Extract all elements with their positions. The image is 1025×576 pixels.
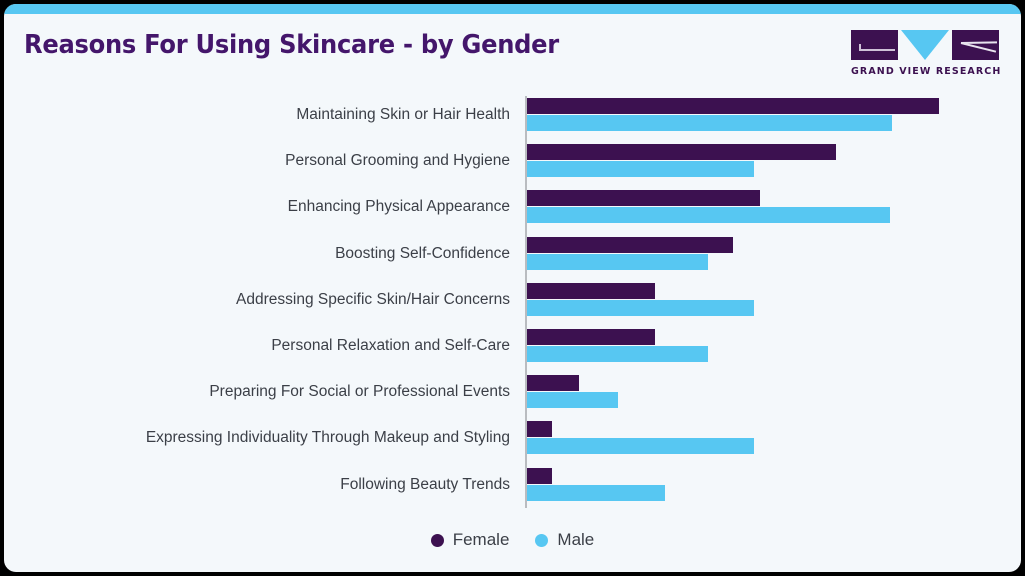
bar-male[interactable] xyxy=(527,438,754,455)
category-label: Addressing Specific Skin/Hair Concerns xyxy=(236,290,510,308)
logo-block-left-icon xyxy=(851,30,898,60)
bar-female[interactable] xyxy=(527,421,552,438)
legend-item-male[interactable]: Male xyxy=(535,530,594,550)
logo-block-right-icon xyxy=(952,30,999,60)
bar-female[interactable] xyxy=(527,467,552,484)
chart-row: Addressing Specific Skin/Hair Concerns xyxy=(4,277,1021,323)
category-label: Expressing Individuality Through Makeup … xyxy=(145,429,510,447)
bar-group xyxy=(527,282,997,317)
bar-female[interactable] xyxy=(527,375,579,392)
bar-rows: Maintaining Skin or Hair Health Personal … xyxy=(4,92,1021,512)
bar-group xyxy=(527,467,997,502)
bar-male[interactable] xyxy=(527,253,709,270)
chart-row: Personal Relaxation and Self-Care xyxy=(4,323,1021,369)
chart-row: Expressing Individuality Through Makeup … xyxy=(4,415,1021,461)
bar-male[interactable] xyxy=(527,115,892,132)
chart-header: Reasons For Using Skincare - by Gender G… xyxy=(4,14,1021,82)
bar-group xyxy=(527,329,997,363)
logo-left-vertical-line xyxy=(859,44,861,51)
chart-row: Boosting Self-Confidence xyxy=(4,231,1021,277)
chart-legend: Female Male xyxy=(4,520,1021,560)
category-label: Preparing For Social or Professional Eve… xyxy=(209,383,510,401)
category-label: Enhancing Physical Appearance xyxy=(287,198,510,216)
top-accent-bar xyxy=(4,4,1021,14)
bar-female[interactable] xyxy=(527,236,733,253)
legend-label: Male xyxy=(557,530,595,549)
chart-row: Following Beauty Trends xyxy=(4,462,1021,508)
category-label: Following Beauty Trends xyxy=(340,475,510,493)
bar-female[interactable] xyxy=(527,190,760,207)
legend-swatch-icon xyxy=(430,533,444,547)
bar-group xyxy=(527,236,997,271)
bar-male[interactable] xyxy=(527,346,709,363)
legend-item-female[interactable]: Female xyxy=(430,530,510,550)
bar-group xyxy=(527,421,997,455)
bar-male[interactable] xyxy=(527,207,890,224)
bar-female[interactable] xyxy=(527,329,655,346)
category-label: Personal Grooming and Hygiene xyxy=(285,152,510,170)
bar-group xyxy=(527,98,997,132)
chart-row: Preparing For Social or Professional Eve… xyxy=(4,369,1021,415)
category-label: Personal Relaxation and Self-Care xyxy=(271,337,510,355)
logo-marks xyxy=(851,28,999,62)
bar-male[interactable] xyxy=(527,161,754,178)
chart-row: Maintaining Skin or Hair Health xyxy=(4,92,1021,138)
chart-row: Enhancing Physical Appearance xyxy=(4,184,1021,230)
bar-female[interactable] xyxy=(527,144,836,161)
plot-area: Maintaining Skin or Hair Health Personal … xyxy=(4,92,1021,512)
bar-male[interactable] xyxy=(527,484,666,501)
category-label: Boosting Self-Confidence xyxy=(335,244,510,262)
bar-female[interactable] xyxy=(527,98,939,115)
bar-group xyxy=(527,190,997,224)
grand-view-research-logo: GRAND VIEW RESEARCH xyxy=(851,28,1002,84)
logo-right-diagonal-line-2 xyxy=(960,41,998,44)
category-axis-line xyxy=(525,96,527,508)
logo-left-horizontal-line xyxy=(859,49,895,51)
logo-wordmark: GRAND VIEW RESEARCH xyxy=(851,66,1002,77)
bar-female[interactable] xyxy=(527,282,655,299)
legend-swatch-icon xyxy=(535,533,549,547)
bar-male[interactable] xyxy=(527,392,618,409)
chart-row: Personal Grooming and Hygiene xyxy=(4,138,1021,184)
page-title: Reasons For Using Skincare - by Gender xyxy=(24,30,559,60)
bar-group xyxy=(527,144,997,178)
category-label: Maintaining Skin or Hair Health xyxy=(296,106,510,124)
logo-triangle-icon xyxy=(901,30,949,60)
bar-group xyxy=(527,375,997,409)
chart-card: Reasons For Using Skincare - by Gender G… xyxy=(4,4,1021,572)
legend-label: Female xyxy=(452,530,510,549)
bar-male[interactable] xyxy=(527,299,754,316)
